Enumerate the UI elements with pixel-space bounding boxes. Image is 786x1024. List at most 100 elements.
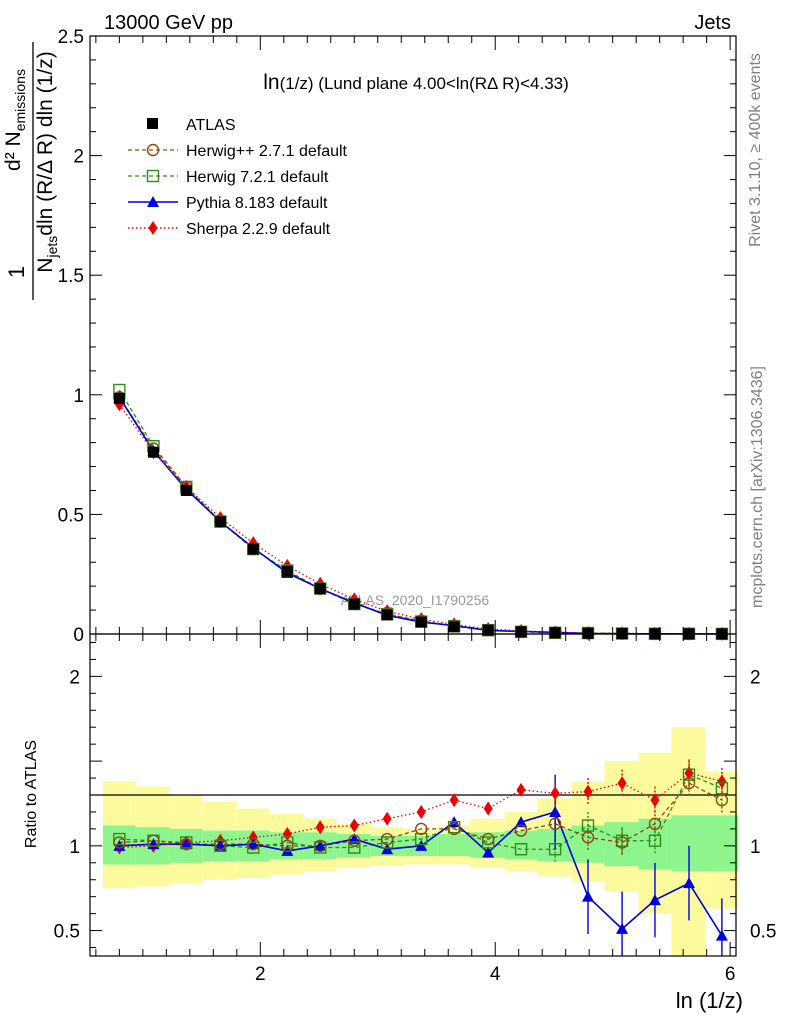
main-y-tick-label: 0.5 — [58, 505, 84, 526]
ratio-point-pythia-16 — [648, 894, 661, 906]
legend-entry-sherpa: Sherpa 2.2.9 default — [128, 221, 331, 238]
main-point-atlas-7 — [348, 598, 360, 610]
legend-marker-herwigpp — [146, 143, 160, 157]
main-point-atlas-6 — [314, 583, 326, 595]
main-y-axis-label: 1 d² Nemissions Njetsdln (R/Δ R) dln (1/… — [2, 42, 60, 300]
axis-ticks: 0 0.5 1 1.5 2 2.5 2 4 6 0.5 0.5 1 1 2 2 — [54, 27, 777, 985]
ratio-point-sherpa-9 — [416, 804, 426, 819]
ratio-point-pythia-17 — [683, 877, 696, 889]
main-point-atlas-13 — [549, 627, 561, 639]
ratio-y-tick-label-right: 1 — [750, 837, 761, 858]
ratio-uncertainty-bands — [102, 727, 739, 956]
y-label-denominator: Njetsdln (R/Δ R) dln (1/z) — [34, 51, 60, 272]
ratio-point-herwigpp-14 — [581, 831, 595, 844]
ratio-point-herwig7-12 — [514, 843, 528, 856]
ratio-point-herwigpp-12 — [514, 824, 528, 837]
ratio-point-herwigpp-4 — [247, 837, 260, 851]
main-y-tick-label: 1.5 — [58, 266, 84, 287]
ratio-point-pythia-13 — [549, 805, 562, 817]
main-y-tick-label: 2 — [73, 147, 84, 168]
ratio-point-pythia-7 — [348, 833, 361, 845]
ratio-y-tick-label-right: 2 — [750, 667, 761, 688]
ratio-point-sherpa-12 — [516, 782, 526, 797]
legend: ATLAS Herwig++ 2.7.1 default Herwig 7.2.… — [128, 117, 348, 238]
legend-label-sherpa: Sherpa 2.2.9 default — [186, 221, 331, 238]
ratio-point-herwigpp-5 — [281, 839, 294, 853]
ratio-point-sherpa-15 — [617, 776, 627, 791]
main-point-atlas-10 — [448, 621, 460, 633]
ratio-point-pythia-9 — [415, 839, 428, 851]
band-inner-bin-18 — [705, 815, 739, 872]
ratio-point-herwigpp-3 — [214, 837, 227, 851]
header-right: Jets — [694, 12, 731, 34]
mcplots-label: mcplots.cern.ch [arXiv:1306.3436] — [749, 366, 766, 608]
x-tick-label: 2 — [255, 964, 266, 985]
ratio-point-sherpa-10 — [449, 793, 459, 808]
ratio-point-sherpa-4 — [248, 830, 258, 845]
legend-label-pythia: Pythia 8.183 default — [186, 195, 328, 212]
header-left: 13000 GeV pp — [104, 12, 233, 34]
band-inner-bin-10 — [437, 833, 471, 857]
ratio-point-herwig7-7 — [348, 841, 361, 854]
ratio-point-herwigpp-17 — [682, 776, 696, 790]
ratio-point-sherpa-18 — [717, 774, 727, 789]
x-axis-label: ln (1/z) — [676, 988, 743, 1013]
main-point-atlas-1 — [147, 446, 159, 458]
x-tick-label: 6 — [725, 964, 736, 985]
ratio-point-herwig7-0 — [113, 832, 126, 846]
ratio-point-sherpa-6 — [315, 820, 325, 835]
ratio-point-herwig7-9 — [415, 832, 428, 846]
ratio-point-pythia-12 — [515, 816, 528, 828]
main-y-tick-label: 1 — [73, 386, 84, 407]
ratio-point-herwig7-14 — [581, 819, 595, 832]
ratio-point-sherpa-8 — [382, 811, 392, 826]
plot-title: ln(1/z) (Lund plane 4.00<ln(RΔ R)<4.33) — [263, 71, 569, 94]
ratio-point-sherpa-7 — [349, 818, 359, 833]
main-point-atlas-3 — [214, 516, 226, 528]
main-point-atlas-4 — [247, 543, 259, 555]
ratio-point-sherpa-13 — [550, 786, 560, 801]
ratio-point-herwigpp-8 — [380, 832, 394, 846]
ratio-y-tick-label-right: 0.5 — [750, 922, 776, 943]
ratio-point-pythia-2 — [180, 838, 193, 850]
legend-marker-pythia — [147, 196, 159, 207]
ratio-point-pythia-15 — [616, 922, 629, 934]
ratio-point-herwigpp-0 — [113, 836, 126, 849]
ratio-point-sherpa-14 — [583, 784, 593, 799]
main-point-atlas-12 — [515, 626, 527, 638]
main-y-tick-label: 2.5 — [58, 27, 84, 48]
ratio-point-pythia-4 — [247, 838, 260, 850]
ratio-series-layer — [113, 759, 729, 956]
ratio-point-herwigpp-16 — [648, 817, 662, 831]
ratio-point-sherpa-11 — [483, 801, 493, 816]
ratio-point-herwigpp-2 — [180, 837, 193, 851]
ratio-point-pythia-0 — [113, 839, 126, 851]
ratio-y-label: Ratio to ATLAS — [23, 740, 40, 848]
legend-label-herwigpp: Herwig++ 2.7.1 default — [186, 143, 348, 160]
legend-entry-herwig7: Herwig 7.2.1 default — [128, 169, 329, 186]
ratio-point-herwigpp-9 — [415, 822, 428, 836]
ratio-point-pythia-5 — [281, 844, 294, 856]
legend-entry-herwigpp: Herwig++ 2.7.1 default — [128, 143, 348, 160]
ratio-point-herwigpp-1 — [147, 834, 160, 847]
ratio-y-tick-label-left: 2 — [69, 667, 80, 688]
legend-marker-sherpa — [148, 221, 158, 235]
ratio-point-herwig7-16 — [648, 834, 662, 847]
legend-label-herwig7: Herwig 7.2.1 default — [186, 169, 329, 186]
ratio-point-pythia-11 — [482, 846, 495, 858]
ratio-y-tick-label-left: 1 — [69, 837, 80, 858]
legend-marker-atlas — [147, 118, 158, 129]
ratio-point-herwigpp-10 — [447, 822, 461, 836]
main-point-atlas-11 — [482, 624, 494, 636]
main-point-atlas-5 — [281, 565, 293, 577]
legend-marker-herwig7 — [146, 169, 160, 183]
ratio-point-herwigpp-13 — [548, 817, 562, 831]
legend-entry-atlas: ATLAS — [147, 117, 236, 134]
legend-label-atlas: ATLAS — [186, 117, 236, 134]
ratio-point-herwigpp-11 — [481, 832, 495, 846]
main-point-atlas-14 — [582, 627, 594, 639]
main-series-layer — [113, 383, 729, 641]
x-tick-label: 4 — [490, 964, 501, 985]
watermark: ATLAS_2020_I1790256 — [341, 592, 490, 608]
